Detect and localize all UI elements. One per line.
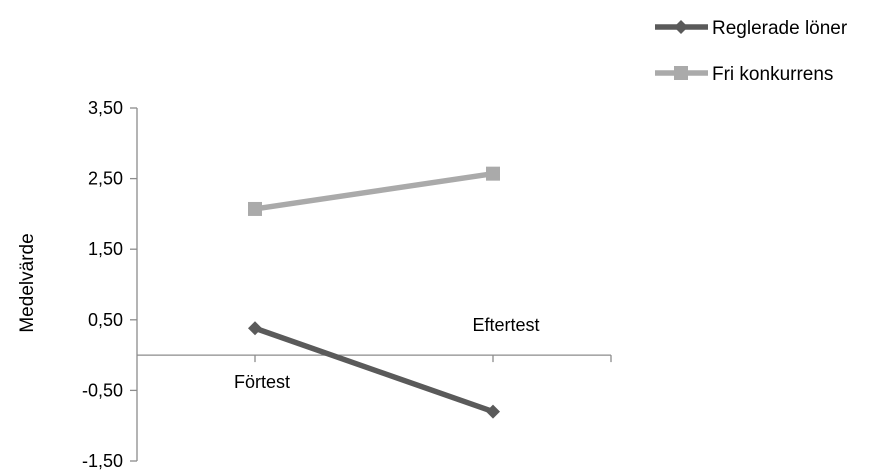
diamond-marker <box>486 404 500 419</box>
y-tick-label: 3,50 <box>88 98 123 118</box>
series-fri-konkurrens <box>248 166 500 216</box>
y-tick-label: 0,50 <box>88 310 123 330</box>
y-ticks: 3,50 2,50 1,50 0,50 -0,50 -1,50 <box>82 98 137 471</box>
series-reglerade-löner <box>248 321 500 419</box>
x-category-label: Förtest <box>234 372 290 392</box>
y-tick-label: -0,50 <box>82 380 123 400</box>
series-line <box>254 325 494 415</box>
y-axis: 3,50 2,50 1,50 0,50 -0,50 -1,50 <box>82 98 138 471</box>
y-axis-title: Medelvärde <box>17 233 38 332</box>
x-category-label: Eftertest <box>472 315 539 335</box>
legend-label: Fri konkurrens <box>712 64 833 85</box>
square-marker <box>248 201 262 216</box>
series-line <box>254 170 494 212</box>
diamond-marker <box>248 321 262 336</box>
y-tick-label: -1,50 <box>82 451 123 471</box>
legend-item: Reglerade löner <box>655 18 848 39</box>
square-marker <box>674 66 688 80</box>
series-layer <box>248 166 500 419</box>
y-tick-label: 2,50 <box>88 169 123 189</box>
legend: Reglerade löner Fri konkurrens <box>655 18 848 85</box>
diamond-marker <box>674 20 688 34</box>
y-tick-label: 1,50 <box>88 239 123 259</box>
legend-label: Reglerade löner <box>712 18 848 39</box>
legend-item: Fri konkurrens <box>655 64 833 85</box>
square-marker <box>486 166 500 181</box>
x-ticks: Förtest Eftertest <box>234 315 612 392</box>
x-axis: Förtest Eftertest <box>137 315 612 392</box>
